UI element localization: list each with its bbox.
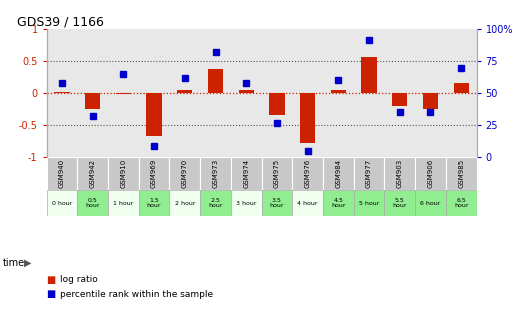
Text: time: time [3, 258, 25, 268]
Bar [454, 83, 469, 93]
Bar [292, 157, 323, 190]
Bar [323, 190, 354, 216]
Text: 4 hour: 4 hour [297, 200, 318, 206]
Text: GSM975: GSM975 [274, 159, 280, 188]
Text: GSM942: GSM942 [90, 159, 96, 188]
Bar [292, 190, 323, 216]
Text: 0 hour: 0 hour [52, 200, 72, 206]
Bar [200, 157, 231, 190]
Bar [77, 157, 108, 190]
Text: GSM984: GSM984 [335, 159, 341, 188]
Text: percentile rank within the sample: percentile rank within the sample [60, 290, 213, 299]
Bar [208, 69, 223, 93]
Bar [239, 90, 254, 93]
Text: GSM940: GSM940 [59, 159, 65, 188]
Bar [415, 157, 446, 190]
Text: GSM977: GSM977 [366, 159, 372, 188]
Bar [362, 58, 377, 93]
Text: GDS39 / 1166: GDS39 / 1166 [17, 15, 104, 28]
Text: 5.5
hour: 5.5 hour [393, 198, 407, 208]
Text: 1.5
hour: 1.5 hour [147, 198, 161, 208]
Bar [147, 93, 162, 136]
Text: GSM906: GSM906 [427, 159, 434, 188]
Bar [300, 93, 315, 143]
Bar [169, 190, 200, 216]
Text: 0.5
hour: 0.5 hour [85, 198, 100, 208]
Text: 6 hour: 6 hour [420, 200, 441, 206]
Bar [384, 190, 415, 216]
Bar [231, 157, 262, 190]
Text: GSM910: GSM910 [120, 159, 126, 188]
Bar [323, 157, 354, 190]
Text: GSM973: GSM973 [212, 159, 219, 188]
Bar [47, 190, 77, 216]
Bar [139, 157, 169, 190]
Text: GSM903: GSM903 [397, 159, 403, 188]
Text: GSM976: GSM976 [305, 159, 311, 188]
Text: 5 hour: 5 hour [359, 200, 379, 206]
Text: GSM985: GSM985 [458, 159, 464, 188]
Bar [384, 157, 415, 190]
Bar [200, 190, 231, 216]
Bar [47, 157, 77, 190]
Bar [262, 157, 292, 190]
Bar [116, 93, 131, 94]
Text: GSM969: GSM969 [151, 159, 157, 188]
Bar [354, 157, 384, 190]
Bar [262, 190, 292, 216]
Bar [108, 190, 139, 216]
Text: 1 hour: 1 hour [113, 200, 134, 206]
Text: ■: ■ [47, 275, 56, 284]
Text: 2 hour: 2 hour [175, 200, 195, 206]
Text: ■: ■ [47, 289, 56, 299]
Bar [354, 190, 384, 216]
Bar [177, 90, 193, 93]
Bar [85, 93, 100, 109]
Bar [446, 190, 477, 216]
Bar [330, 90, 346, 93]
Bar [139, 190, 169, 216]
Text: 3.5
hour: 3.5 hour [270, 198, 284, 208]
Text: 3 hour: 3 hour [236, 200, 256, 206]
Text: 4.5
hour: 4.5 hour [331, 198, 346, 208]
Text: GSM974: GSM974 [243, 159, 249, 188]
Bar [77, 190, 108, 216]
Bar [446, 157, 477, 190]
Text: 6.5
hour: 6.5 hour [454, 198, 468, 208]
Bar [392, 93, 408, 106]
Text: 2.5
hour: 2.5 hour [208, 198, 223, 208]
Bar [269, 93, 284, 115]
Bar [54, 92, 69, 93]
Bar [415, 190, 446, 216]
Bar [108, 157, 139, 190]
Bar [423, 93, 438, 109]
Text: GSM970: GSM970 [182, 159, 188, 188]
Text: log ratio: log ratio [60, 275, 97, 284]
Bar [169, 157, 200, 190]
Bar [231, 190, 262, 216]
Text: ▶: ▶ [24, 258, 31, 268]
